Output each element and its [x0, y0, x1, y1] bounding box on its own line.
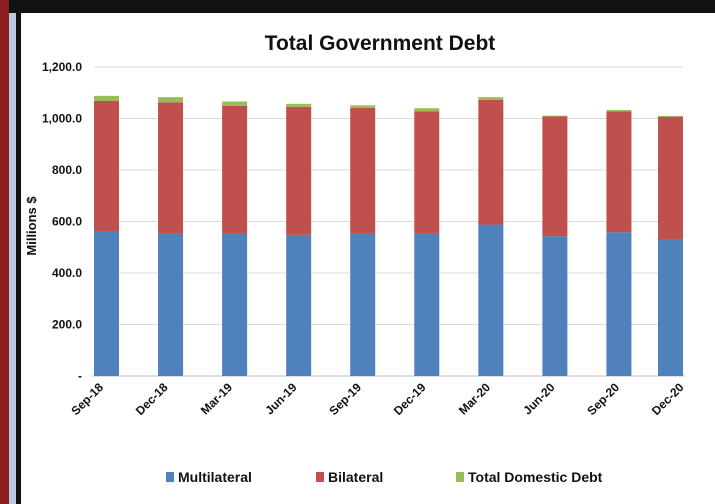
legend-swatch [166, 472, 174, 482]
x-tick-label: Dec-19 [391, 380, 429, 418]
bar-segment-total-domestic-debt [658, 115, 683, 117]
bar-segment-multilateral [222, 233, 248, 376]
bar-segment-multilateral [286, 234, 312, 376]
y-tick-label: 400.0 [52, 266, 82, 280]
y-tick-label: 1,200.0 [42, 60, 82, 74]
bar-segment-multilateral [606, 232, 632, 376]
bar-segment-total-domestic-debt [94, 95, 119, 101]
legend-label: Multilateral [178, 469, 252, 485]
bar-segment-bilateral [606, 111, 632, 233]
y-axis-label: Millions $ [24, 196, 39, 256]
y-tick-label: 200.0 [52, 318, 82, 332]
bar-segment-bilateral [158, 102, 184, 234]
bar-segment-bilateral [414, 111, 440, 234]
legend-label: Bilateral [328, 469, 383, 485]
bar-segment-bilateral [286, 106, 312, 235]
x-tick-label: Sep-20 [584, 380, 622, 418]
bar-segment-total-domestic-debt [542, 115, 568, 117]
x-tick-label: Dec-18 [133, 380, 171, 418]
y-axis-ticks: - 200.0 400.0 600.0 800.0 1,000.0 1,200.0 [42, 60, 82, 383]
legend: Multilateral Bilateral Total Domestic Debt [166, 469, 603, 485]
chart-title: Total Government Debt [265, 32, 496, 55]
bar-segment-bilateral [658, 116, 683, 240]
bar-segment-total-domestic-debt [350, 105, 376, 108]
gridlines [92, 66, 685, 377]
bar-segment-bilateral [94, 100, 119, 232]
bar-segment-total-domestic-debt [222, 101, 248, 106]
legend-label: Total Domestic Debt [468, 469, 603, 485]
x-axis-ticks: Sep-18 Dec-18 Mar-19 Jun-19 Sep-19 Dec-19 Mar-… [68, 380, 686, 418]
bar-segment-multilateral [158, 233, 184, 376]
legend-swatch [316, 472, 324, 482]
x-tick-label: Dec-20 [649, 380, 687, 418]
frame-top-border [9, 0, 715, 13]
y-tick-label: 800.0 [52, 163, 82, 177]
bars-group [94, 95, 683, 376]
bar-segment-total-domestic-debt [414, 108, 440, 112]
bar-segment-multilateral [414, 233, 440, 376]
bar-segment-total-domestic-debt [606, 110, 632, 112]
y-tick-label: - [78, 369, 82, 383]
bar-segment-multilateral [350, 233, 376, 376]
y-tick-label: 1,000.0 [42, 112, 82, 126]
bar-segment-total-domestic-debt [286, 103, 312, 107]
bar-segment-bilateral [350, 107, 376, 234]
x-tick-label: Jun-19 [262, 380, 299, 417]
legend-swatch [456, 472, 464, 482]
bar-segment-total-domestic-debt [478, 97, 504, 100]
bar-segment-bilateral [478, 99, 504, 225]
bar-segment-multilateral [542, 236, 568, 376]
y-tick-label: 600.0 [52, 215, 82, 229]
bar-segment-bilateral [542, 116, 568, 237]
x-tick-label: Jun-20 [520, 380, 557, 417]
bar-segment-multilateral [478, 224, 504, 376]
x-tick-label: Sep-18 [68, 380, 106, 418]
x-tick-label: Mar-20 [456, 380, 493, 417]
bar-segment-bilateral [222, 105, 248, 234]
bar-segment-multilateral [94, 231, 119, 376]
frame-left-red-border [0, 0, 9, 504]
bar-segment-multilateral [658, 239, 683, 376]
frame-left-blue-border [9, 0, 16, 504]
frame-inner-edge [16, 13, 21, 504]
x-tick-label: Sep-19 [326, 380, 364, 418]
bar-segment-total-domestic-debt [158, 97, 184, 103]
x-tick-label: Mar-19 [198, 380, 235, 417]
